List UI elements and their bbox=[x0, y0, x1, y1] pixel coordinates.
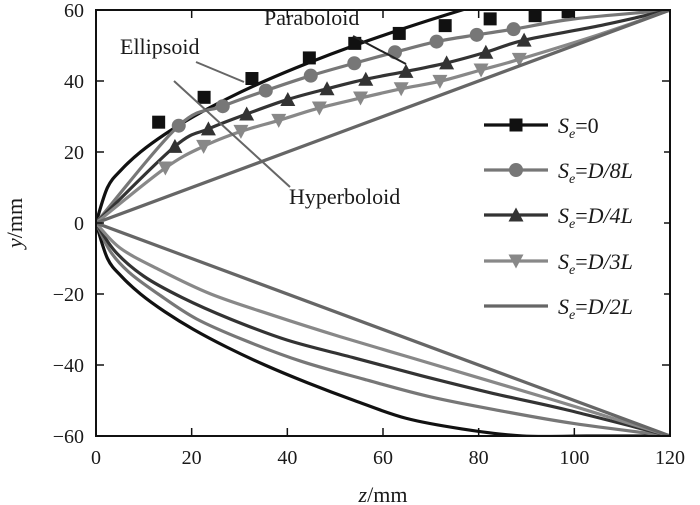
annotation-leader-1 bbox=[195, 61, 245, 83]
series-2-point-0 bbox=[167, 138, 183, 153]
annotation-leader-0 bbox=[352, 35, 407, 65]
x-tick-label: 120 bbox=[655, 447, 685, 469]
series-3-point-7 bbox=[432, 74, 448, 89]
series-3-point-8 bbox=[473, 63, 489, 78]
lower-curve-1 bbox=[96, 222, 670, 436]
legend-marker-1 bbox=[509, 163, 523, 177]
legend-label-2: Se=D/4L bbox=[558, 203, 633, 232]
series-0-point-2 bbox=[245, 72, 259, 86]
legend-marker-3 bbox=[508, 254, 524, 269]
series-1-point-3 bbox=[303, 68, 318, 83]
series-0-point-8 bbox=[528, 10, 542, 23]
plot-area bbox=[96, 10, 670, 436]
series-0-point-3 bbox=[302, 51, 316, 65]
y-tick-label: 0 bbox=[74, 213, 84, 235]
legend-marker-2 bbox=[508, 207, 524, 222]
annotation-label: Hyperboloid bbox=[289, 184, 400, 209]
series-2-point-4 bbox=[319, 81, 335, 96]
x-tick-label: 20 bbox=[182, 447, 202, 469]
series-2-point-6 bbox=[398, 63, 414, 78]
y-tick-label: −40 bbox=[53, 355, 84, 377]
series-0-point-7 bbox=[483, 12, 497, 26]
y-tick-label: −60 bbox=[53, 426, 84, 448]
series-1-point-4 bbox=[347, 56, 362, 71]
legend: Se=0 Se=D/8L Se=D/4L Se=D/3L Se=D/2L bbox=[474, 103, 664, 327]
lower-curve-3 bbox=[96, 221, 670, 436]
series-3-point-2 bbox=[233, 124, 249, 139]
y-tick-label: −20 bbox=[53, 284, 84, 306]
series-3-point-5 bbox=[353, 91, 369, 106]
lower-curve-0 bbox=[96, 222, 670, 436]
series-2-point-8 bbox=[478, 44, 494, 59]
x-tick-label: 0 bbox=[91, 447, 101, 469]
y-tick-label: 60 bbox=[64, 0, 84, 22]
annotation-leader-2 bbox=[173, 80, 291, 188]
lower-curve-4 bbox=[96, 221, 670, 436]
series-3-point-1 bbox=[196, 139, 212, 154]
series-1-point-6 bbox=[429, 34, 444, 49]
series-3-point-9 bbox=[511, 52, 527, 67]
series-3-point-4 bbox=[311, 101, 327, 116]
series-1-point-1 bbox=[215, 99, 230, 114]
x-tick-label: 60 bbox=[373, 447, 393, 469]
annotation-label: Paraboloid bbox=[264, 5, 359, 30]
x-tick-label: 80 bbox=[469, 447, 489, 469]
series-3-point-6 bbox=[393, 82, 409, 97]
series-0-point-5 bbox=[392, 26, 406, 40]
legend-label-4: Se=D/2L bbox=[558, 294, 633, 323]
lower-curve-2 bbox=[96, 222, 670, 436]
legend-label-1: Se=D/8L bbox=[558, 158, 633, 187]
series-0-point-9 bbox=[561, 10, 575, 19]
series-0-point-6 bbox=[438, 19, 452, 33]
x-tick-label: 40 bbox=[277, 447, 297, 469]
series-0-point-1 bbox=[197, 90, 211, 104]
series-0-point-4 bbox=[348, 36, 362, 50]
series-line-4 bbox=[96, 10, 670, 225]
series-1-point-8 bbox=[506, 22, 521, 37]
series-2-point-2 bbox=[239, 106, 255, 121]
legend-marker-0 bbox=[509, 118, 523, 132]
series-3-point-0 bbox=[157, 161, 173, 176]
series-2-point-9 bbox=[516, 32, 532, 47]
x-tick-label: 100 bbox=[559, 447, 589, 469]
legend-label-3: Se=D/3L bbox=[558, 249, 633, 278]
annotations: Paraboloid Ellipsoid Hyperboloid bbox=[120, 5, 407, 209]
series-0-point-0 bbox=[152, 115, 166, 129]
series-1-point-7 bbox=[469, 27, 484, 42]
legend-label-0: Se=0 bbox=[558, 113, 599, 142]
series-1-point-0 bbox=[171, 118, 186, 133]
y-tick-label: 40 bbox=[64, 71, 84, 93]
axes: 0 20 40 60 80 100 120 −60 −40 −20 0 20 40 60 z/mm y/mm bbox=[2, 0, 685, 505]
series-2-point-7 bbox=[439, 55, 455, 70]
series-1-point-2 bbox=[258, 83, 273, 98]
annotation-label: Ellipsoid bbox=[120, 34, 199, 59]
x-axis-label: z/mm bbox=[358, 482, 408, 505]
series-3-point-3 bbox=[271, 113, 287, 128]
y-tick-label: 20 bbox=[64, 142, 84, 164]
y-axis-label: y/mm bbox=[2, 198, 27, 250]
series-2-point-3 bbox=[280, 91, 296, 106]
series-2-point-1 bbox=[200, 121, 216, 136]
series-2-point-5 bbox=[358, 71, 374, 86]
